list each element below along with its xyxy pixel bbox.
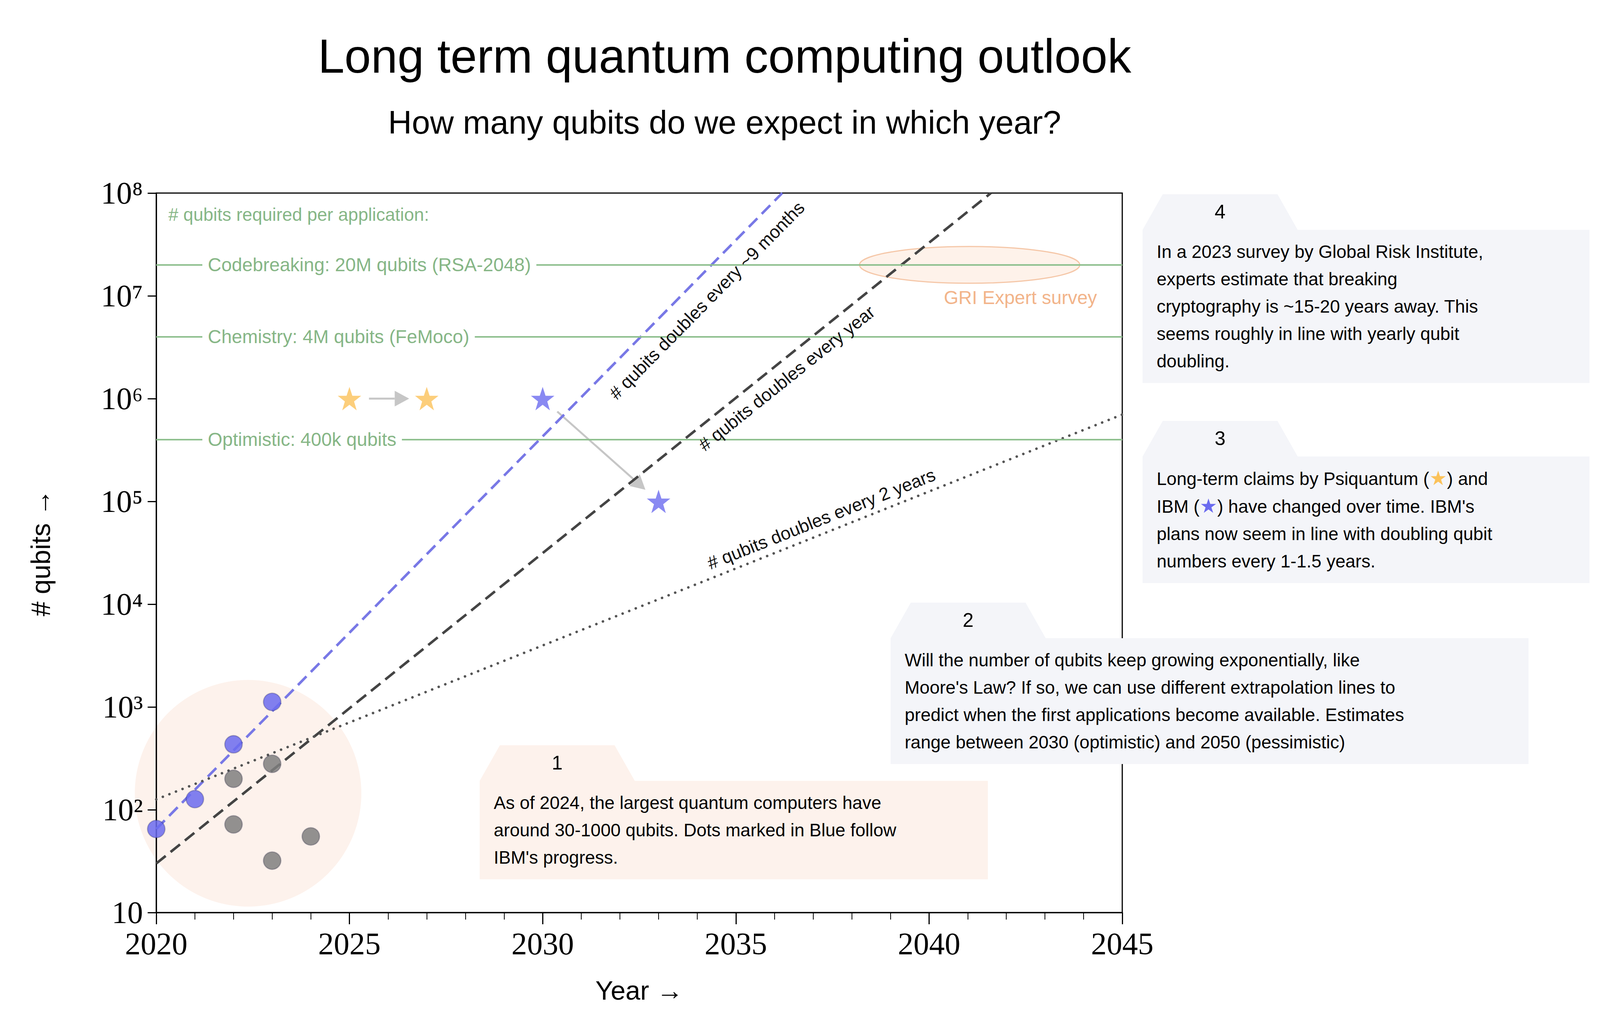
svg-text:How many qubits do we expect i: How many qubits do we expect in which ye… — [388, 103, 1062, 141]
svg-text:10⁷: 10⁷ — [100, 278, 143, 313]
svg-text:2040: 2040 — [897, 926, 961, 961]
html-text:Long-term claims by Psiquantum: Long-term claims by Psiquantum (★) and — [1156, 466, 1488, 490]
svg-text:# qubits doubles every 2 years: # qubits doubles every 2 years — [704, 464, 939, 574]
html-text:doubling.: doubling. — [1156, 350, 1230, 372]
svg-text:Year →: Year → — [595, 975, 683, 1005]
svg-text:2030: 2030 — [511, 926, 574, 961]
html-text:IBM (★) have changed over time: IBM (★) have changed over time. IBM's — [1156, 494, 1475, 518]
svg-text:10²: 10² — [102, 792, 143, 827]
svg-text:Chemistry: 4M qubits (FeMoco): Chemistry: 4M qubits (FeMoco) — [207, 326, 470, 347]
html-text:predict when the first applica: predict when the first applications beco… — [904, 704, 1405, 725]
html-text:Will the number of qubits keep: Will the number of qubits keep growing e… — [904, 649, 1360, 670]
html-text:seems roughly in line with yea: seems roughly in line with yearly qubit — [1156, 323, 1460, 344]
html-text:IBM's progress.: IBM's progress. — [493, 846, 619, 868]
svg-text:# qubits required per applicat: # qubits required per application: — [168, 204, 429, 225]
svg-text:Optimistic: 400k qubits: Optimistic: 400k qubits — [207, 428, 397, 450]
html-text:4: 4 — [1214, 200, 1226, 223]
svg-text:10⁶: 10⁶ — [100, 381, 143, 416]
svg-text:2025: 2025 — [318, 926, 381, 961]
html-text:2: 2 — [962, 608, 974, 631]
html-text:numbers every 1-1.5 years.: numbers every 1-1.5 years. — [1156, 550, 1376, 572]
svg-text:Codebreaking: 20M qubits (RSA-: Codebreaking: 20M qubits (RSA-2048) — [207, 254, 531, 275]
html-text:1: 1 — [551, 751, 563, 774]
svg-text:2045: 2045 — [1091, 926, 1154, 961]
svg-text:# qubits doubles every ~9 mont: # qubits doubles every ~9 months — [605, 197, 809, 404]
svg-text:# qubits doubles every year: # qubits doubles every year — [694, 301, 879, 455]
html-text:3: 3 — [1214, 427, 1226, 450]
html-text:experts estimate that breaking: experts estimate that breaking — [1156, 268, 1398, 290]
svg-text:GRI Expert survey: GRI Expert survey — [943, 287, 1097, 308]
html-text:In a 2023 survey by Global Ris: In a 2023 survey by Global Risk Institut… — [1156, 241, 1484, 262]
svg-text:Long term quantum computing ou: Long term quantum computing outlook — [317, 29, 1132, 83]
svg-text:2035: 2035 — [704, 926, 768, 961]
svg-text:10⁴: 10⁴ — [100, 586, 143, 622]
svg-text:10: 10 — [111, 894, 143, 930]
svg-text:10⁸: 10⁸ — [100, 175, 143, 211]
svg-text:# qubits →: # qubits → — [25, 489, 56, 617]
html-text:Moore's Law? If so, we can use: Moore's Law? If so, we can use different… — [904, 676, 1396, 698]
html-text:As of 2024, the largest quantu: As of 2024, the largest quantum computer… — [493, 792, 882, 813]
svg-text:2020: 2020 — [125, 926, 188, 961]
html-text:plans now seem in line with do: plans now seem in line with doubling qub… — [1156, 523, 1493, 544]
svg-text:10³: 10³ — [102, 689, 143, 724]
html-text:cryptography is ~15-20 years a: cryptography is ~15-20 years away. This — [1156, 296, 1479, 317]
html-text:range between 2030 (optimistic: range between 2030 (optimistic) and 2050… — [904, 731, 1346, 752]
svg-text:10⁵: 10⁵ — [100, 483, 143, 519]
html-text:around 30-1000 qubits. Dots ma: around 30-1000 qubits. Dots marked in Bl… — [493, 819, 897, 840]
